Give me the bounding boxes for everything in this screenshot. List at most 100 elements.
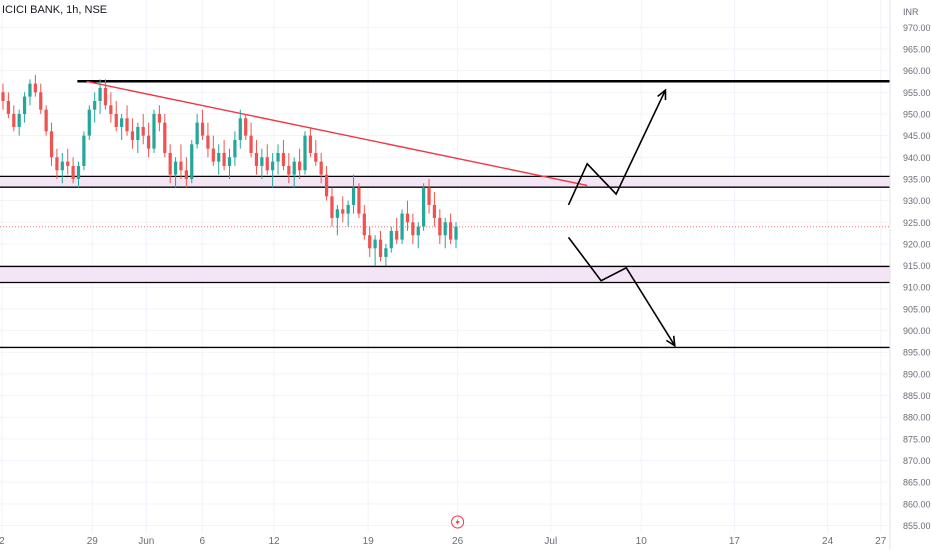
candle-body: [271, 161, 275, 171]
annotations: [567, 88, 676, 348]
candle: [448, 213, 453, 244]
candle-body: [324, 174, 329, 197]
price-tick-label: 935.00: [903, 174, 931, 184]
candle-body: [82, 135, 86, 166]
candle: [411, 213, 415, 244]
price-levels: 957.55935.60933.10914.80911.10896.10923.…: [0, 75, 930, 354]
price-axis-bg: [890, 0, 932, 550]
candle-body: [416, 226, 420, 236]
candle: [33, 74, 37, 97]
candle-body: [39, 92, 43, 110]
candle-body: [120, 118, 124, 127]
candle: [265, 144, 269, 175]
candle: [260, 148, 264, 179]
candle: [168, 144, 172, 184]
candle: [238, 109, 242, 149]
candle: [136, 122, 140, 153]
candle: [341, 196, 345, 223]
candle-body: [125, 118, 129, 132]
candle-body: [98, 87, 102, 101]
time-tick-label: Jul: [544, 536, 557, 547]
candle: [233, 131, 237, 166]
candle-body: [330, 196, 334, 218]
candle-body: [276, 152, 280, 162]
candle: [405, 200, 410, 231]
candle-body: [22, 96, 27, 114]
candle-body: [217, 152, 221, 162]
price-tick-label: 865.00: [903, 478, 931, 488]
candle-body: [195, 122, 199, 145]
support-resistance-zone: [0, 176, 890, 188]
candle: [146, 122, 151, 158]
candle: [82, 131, 86, 171]
support-resistance-zone: [0, 266, 890, 283]
candle: [319, 152, 323, 184]
symbol-label: ICICI BANK, 1h, NSE: [2, 4, 108, 16]
candle: [141, 113, 145, 145]
price-tick-label: 930.00: [903, 196, 931, 206]
price-tick-label: 955.00: [903, 88, 931, 98]
candle-body: [454, 226, 458, 240]
candle: [357, 183, 361, 218]
price-tick-label: 900.00: [903, 326, 931, 336]
price-tick-label: 905.00: [903, 304, 931, 314]
candle: [276, 144, 280, 175]
candle-body: [179, 161, 183, 171]
candle: [438, 209, 442, 244]
candle: [157, 105, 162, 132]
candle: [39, 83, 43, 114]
candle: [87, 105, 91, 140]
time-tick-label: 24: [822, 536, 834, 547]
candle: [179, 144, 183, 179]
candle: [362, 204, 366, 240]
candle-body: [49, 131, 54, 158]
candle-body: [233, 139, 237, 158]
price-tick-label: 965.00: [903, 44, 931, 54]
candle-body: [93, 100, 97, 110]
candle-body: [411, 222, 415, 236]
candle-body: [384, 248, 388, 257]
candle: [190, 139, 194, 184]
candle-body: [438, 217, 442, 236]
candle: [389, 226, 393, 253]
time-tick-label: Jun: [138, 536, 154, 547]
candle-body: [136, 126, 140, 140]
candle-body: [432, 204, 437, 218]
candle: [217, 144, 221, 175]
candle: [335, 204, 339, 236]
candle-body: [71, 165, 75, 179]
price-tick-label: 950.00: [903, 109, 931, 119]
candle-body: [362, 213, 366, 236]
candle-body: [373, 239, 377, 249]
candle: [120, 113, 124, 140]
candle: [227, 148, 232, 179]
currency-label: INR: [903, 7, 919, 17]
candle-body: [109, 105, 113, 114]
candle: [368, 226, 372, 257]
time-tick-label: 26: [452, 536, 464, 547]
candle: [378, 230, 383, 262]
price-tick-label: 960.00: [903, 66, 931, 76]
candle: [130, 118, 135, 149]
candle: [1, 83, 5, 110]
candle: [76, 161, 81, 188]
candle: [173, 157, 178, 188]
price-tick-label: 860.00: [903, 499, 931, 509]
candle-body: [28, 83, 32, 97]
time-axis: 2 29 Jun 6 12 19 26 Jul 10 17 24 27: [0, 515, 887, 547]
candle-body: [368, 235, 372, 249]
candle: [206, 122, 210, 158]
candle: [98, 79, 102, 114]
candle-body: [281, 152, 286, 166]
candle: [55, 148, 59, 179]
candle-body: [200, 122, 205, 136]
candle: [28, 79, 32, 106]
lightning-bolt: [455, 518, 460, 526]
candle: [22, 92, 27, 123]
candle-body: [168, 152, 172, 175]
price-tick-label: 885.00: [903, 391, 931, 401]
candle-body: [227, 157, 232, 166]
candle: [6, 92, 11, 119]
candle: [163, 113, 167, 158]
